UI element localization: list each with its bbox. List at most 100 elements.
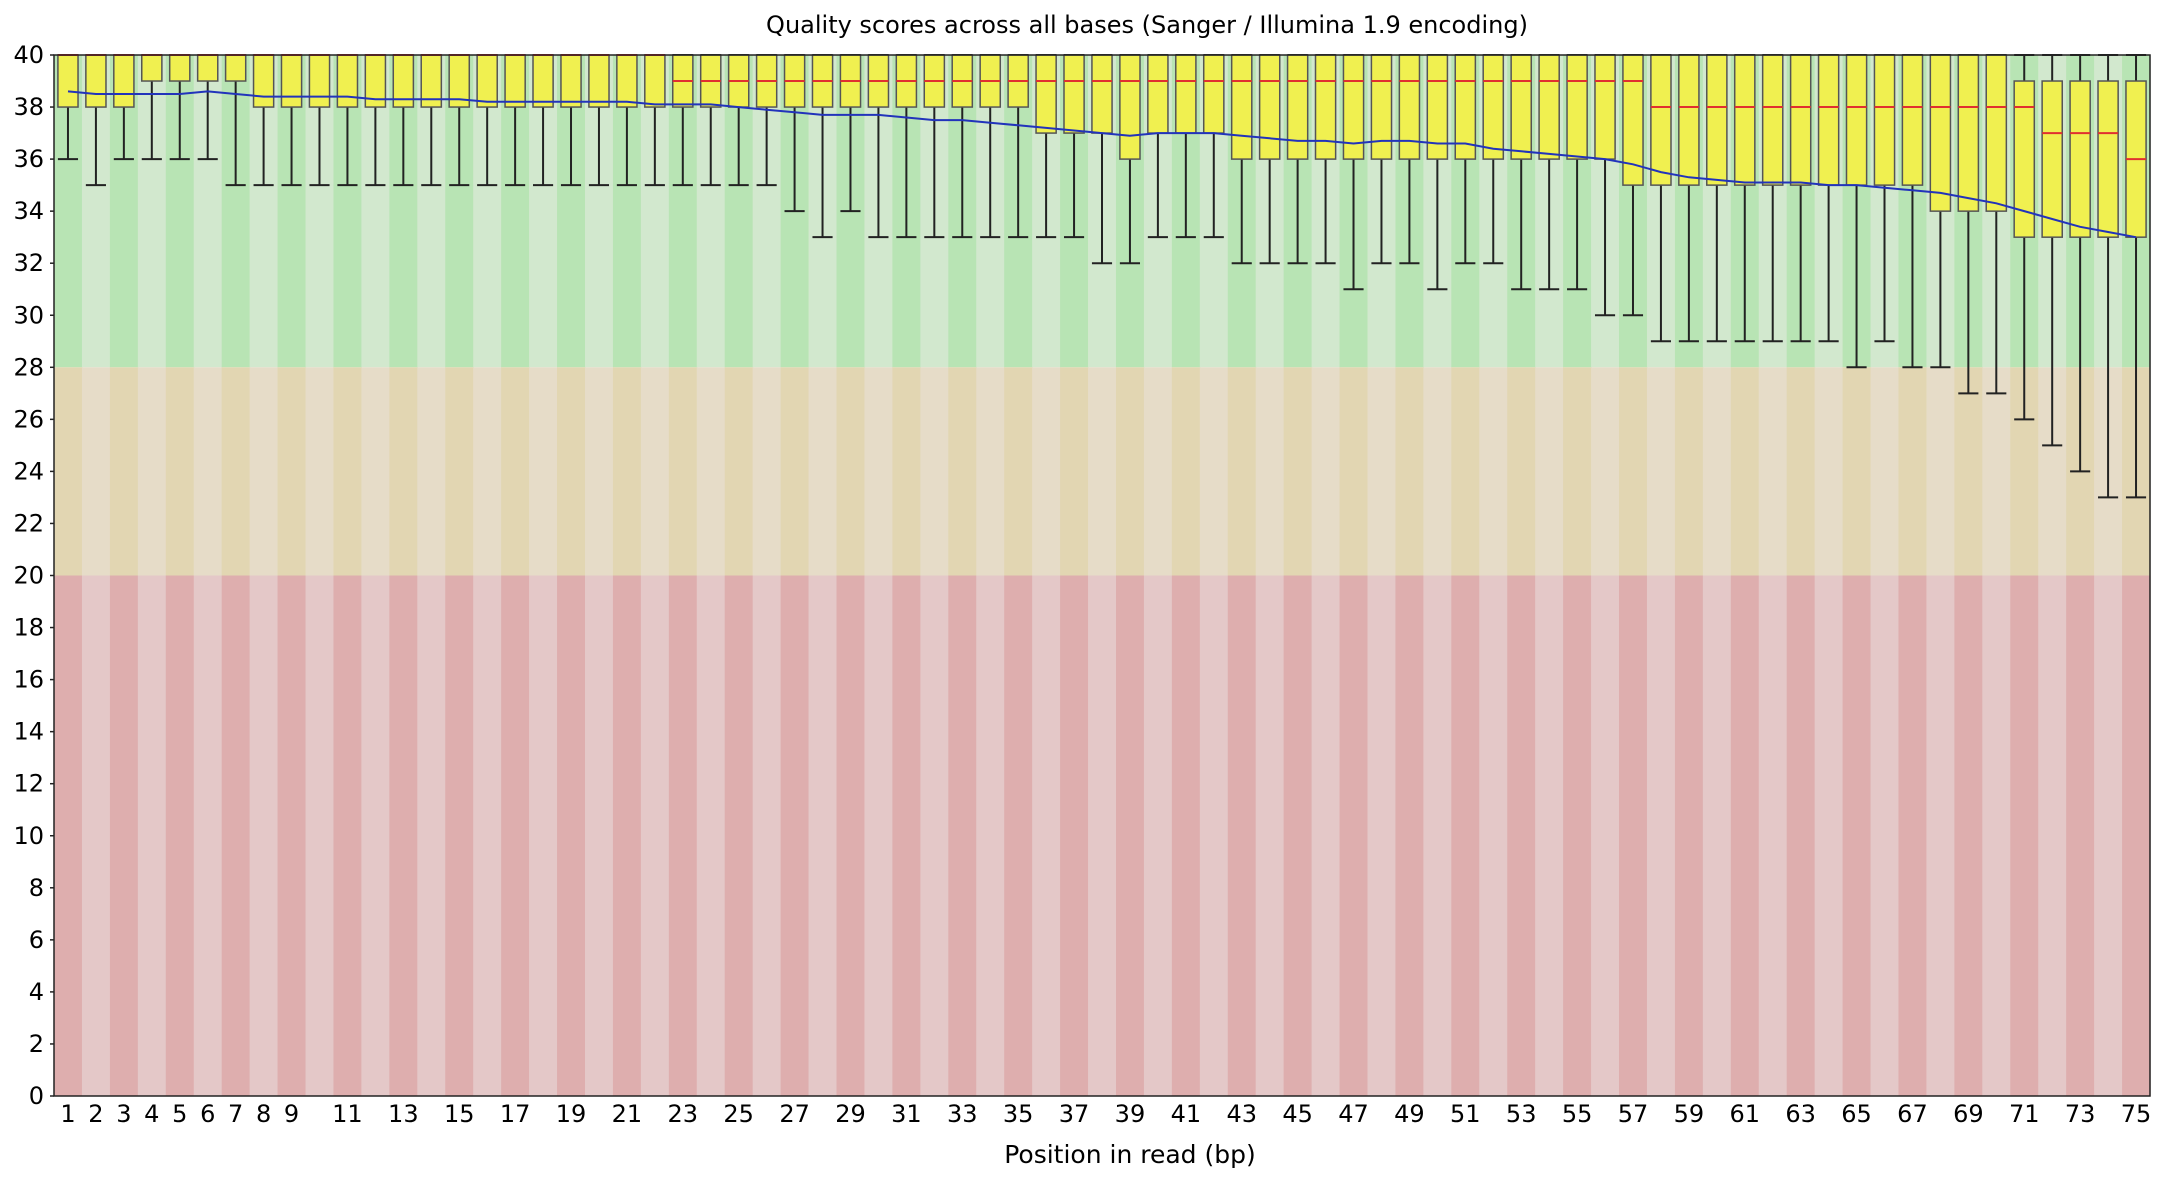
- xtick-label: 61: [1729, 1100, 1760, 1128]
- band-reasonable-stripe: [892, 367, 921, 576]
- band-reasonable-stripe: [1255, 367, 1285, 576]
- band-reasonable-stripe: [1143, 367, 1173, 576]
- band-reasonable-stripe: [696, 367, 726, 576]
- xtick-label: 31: [891, 1100, 922, 1128]
- interquartile-box: [1286, 54, 1309, 160]
- band-poor-stripe: [696, 575, 726, 1096]
- ytick-label: 4: [29, 978, 44, 1006]
- band-poor-stripe: [1004, 575, 1033, 1096]
- x-axis-ticks: 1 2 3 4 5 6 7 8 9 11 13 15 17 19 21 23 25 27 29 31 33 35 37 39 4…: [60, 1100, 2151, 1128]
- band-reasonable-stripe: [109, 367, 139, 576]
- xtick-label: 9: [284, 1100, 299, 1128]
- box-position-61: [1733, 54, 1756, 343]
- ytick-label: 12: [13, 770, 44, 798]
- ytick-label: 36: [13, 145, 44, 173]
- chart-title: Quality scores across all bases (Sanger …: [766, 11, 1528, 39]
- ytick-label: 24: [13, 457, 44, 485]
- xtick-label: 67: [1897, 1100, 1928, 1128]
- band-reasonable-stripe: [948, 367, 977, 576]
- xtick-label: 49: [1394, 1100, 1425, 1128]
- ytick-label: 32: [13, 249, 44, 277]
- interquartile-box: [1985, 54, 2008, 212]
- interquartile-box: [532, 54, 554, 108]
- band-reasonable-stripe: [1535, 367, 1564, 576]
- band-reasonable-stripe: [1926, 367, 1955, 576]
- band-poor-stripe: [1060, 575, 1089, 1096]
- plot-frame: [53, 54, 2151, 1097]
- band-reasonable-stripe: [1423, 367, 1452, 576]
- xtick-label: 17: [500, 1100, 531, 1128]
- box-position-68: [1929, 54, 1952, 369]
- xtick-label: 7: [228, 1100, 243, 1128]
- band-poor-stripe: [1870, 575, 1900, 1096]
- xtick-label: 43: [1226, 1100, 1257, 1128]
- band-poor-stripe: [1115, 575, 1145, 1096]
- interquartile-box: [1091, 54, 1113, 134]
- ytick-label: 18: [13, 614, 44, 642]
- xtick-label: 71: [2009, 1100, 2040, 1128]
- interquartile-box: [1258, 54, 1281, 160]
- band-reasonable-stripe: [557, 367, 586, 576]
- interquartile-box: [1901, 54, 1924, 186]
- interquartile-box: [1202, 54, 1225, 134]
- band-poor-stripe: [473, 575, 502, 1096]
- band-poor-stripe: [2038, 575, 2067, 1096]
- interquartile-box: [2069, 80, 2091, 238]
- interquartile-box: [1035, 54, 1057, 134]
- box-position-8: [252, 54, 275, 187]
- band-reasonable-stripe: [976, 367, 1005, 576]
- band-reasonable-stripe: [1646, 367, 1676, 576]
- xtick-label: 33: [947, 1100, 978, 1128]
- band-poor-stripe: [1786, 575, 1816, 1096]
- xtick-label: 8: [256, 1100, 271, 1128]
- interquartile-box: [168, 54, 191, 82]
- box-position-58: [1650, 54, 1672, 343]
- interquartile-box: [1510, 54, 1533, 160]
- band-reasonable-stripe: [501, 367, 530, 576]
- band-poor-stripe: [1032, 575, 1061, 1096]
- band-reasonable-stripe: [473, 367, 502, 576]
- xtick-label: 73: [2065, 1100, 2096, 1128]
- band-poor-stripe: [1311, 575, 1341, 1096]
- band-reasonable-stripe: [1954, 367, 1983, 576]
- band-reasonable-stripe: [1395, 367, 1424, 576]
- band-poor-stripe: [1255, 575, 1285, 1096]
- band-reasonable-stripe: [1758, 367, 1788, 576]
- xtick-label: 5: [172, 1100, 187, 1128]
- band-poor-stripe: [948, 575, 977, 1096]
- band-poor-stripe: [892, 575, 921, 1096]
- box-position-59: [1678, 54, 1700, 343]
- xtick-label: 21: [612, 1100, 643, 1128]
- interquartile-box: [504, 54, 526, 108]
- band-reasonable-stripe: [529, 367, 558, 576]
- xtick-label: 35: [1003, 1100, 1034, 1128]
- band-reasonable-stripe: [445, 367, 474, 576]
- band-poor-stripe: [54, 575, 83, 1096]
- band-poor-stripe: [668, 575, 698, 1096]
- xtick-label: 39: [1115, 1100, 1146, 1128]
- band-reasonable-stripe: [1311, 367, 1341, 576]
- xtick-label: 23: [668, 1100, 699, 1128]
- band-poor-stripe: [277, 575, 307, 1096]
- interquartile-box: [1706, 54, 1728, 186]
- band-poor-stripe: [1591, 575, 1620, 1096]
- xtick-label: 19: [556, 1100, 587, 1128]
- band-poor-stripe: [109, 575, 139, 1096]
- box-position-20: [588, 54, 610, 187]
- box-position-57: [1622, 54, 1644, 317]
- interquartile-box: [1957, 54, 1980, 212]
- box-position-44: [1258, 54, 1281, 265]
- box-position-50: [1426, 54, 1449, 291]
- box-position-31: [895, 54, 918, 239]
- band-reasonable-stripe: [780, 367, 810, 576]
- interquartile-box: [1733, 54, 1756, 186]
- interquartile-box: [1063, 54, 1085, 134]
- box-position-46: [1314, 54, 1337, 265]
- box-position-33: [951, 54, 974, 239]
- band-reasonable-stripe: [836, 367, 866, 576]
- band-poor-stripe: [1535, 575, 1564, 1096]
- interquartile-box: [1594, 54, 1616, 160]
- band-reasonable-stripe: [305, 367, 335, 576]
- band-reasonable-stripe: [1870, 367, 1900, 576]
